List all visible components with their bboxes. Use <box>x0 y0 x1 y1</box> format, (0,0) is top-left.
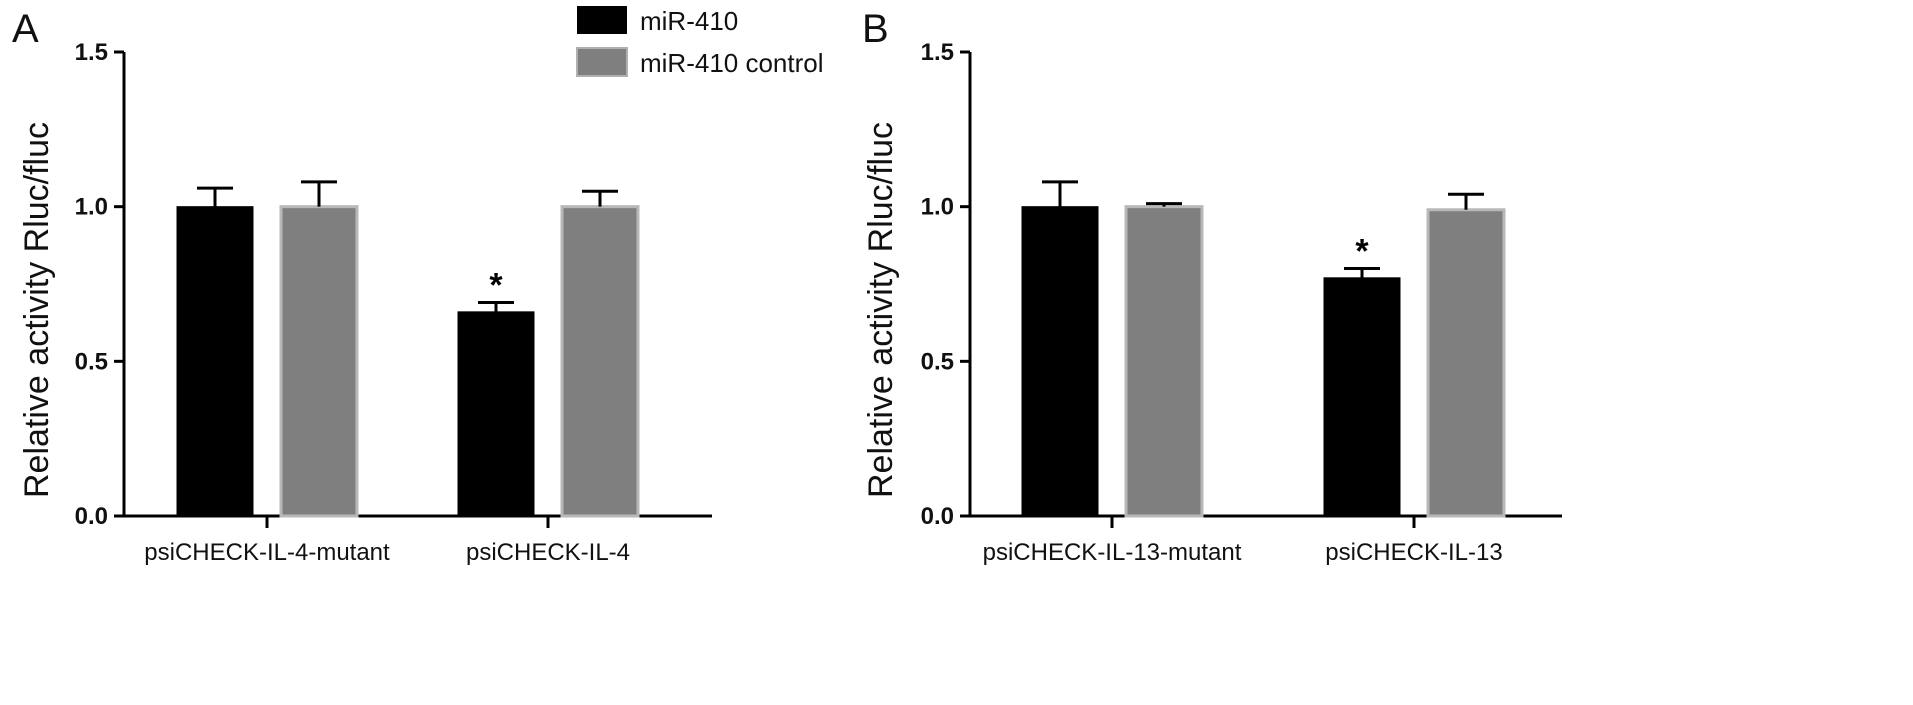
panel-letter-a: A <box>12 7 39 51</box>
chart-panel-b: Relative activity Rluc/fluc 0.0 0.5 1.0 1.5… <box>862 39 1562 566</box>
bar-mir-410-control <box>279 205 359 518</box>
y-axis-label: Relative activity Rluc/fluc <box>862 122 900 498</box>
y-tick-label: 1.0 <box>75 194 108 221</box>
y-tick-label: 1.0 <box>921 194 954 221</box>
significance-marker: * <box>1355 233 1369 271</box>
legend-label-mir-410-control: miR-410 control <box>640 48 824 78</box>
chart-panel-a: Relative activity Rluc/fluc 0.0 0.5 1.0 1.5… <box>18 39 712 566</box>
bar-mir-410-control <box>1124 205 1204 518</box>
x-tick-label: psiCHECK-IL-13-mutant <box>983 539 1242 566</box>
x-tick-label: psiCHECK-IL-13 <box>1325 539 1502 566</box>
y-tick-label: 1.5 <box>921 39 954 66</box>
bar-mir-410 <box>1323 277 1401 517</box>
panel-letter-b: B <box>862 7 889 51</box>
y-tick-label: 0.0 <box>921 503 954 530</box>
legend: miR-410 miR-410 control <box>576 6 824 78</box>
y-tick-label: 1.5 <box>75 39 108 66</box>
bar-mir-410 <box>457 311 535 517</box>
legend-swatch-mir-410 <box>577 6 627 34</box>
bar-mir-410 <box>1021 206 1099 517</box>
x-tick-label: psiCHECK-IL-4 <box>466 539 630 566</box>
y-tick-label: 0.0 <box>75 503 108 530</box>
y-tick-label: 0.5 <box>921 348 954 375</box>
legend-swatch-mir-410-control <box>576 47 628 77</box>
significance-marker: * <box>489 267 503 305</box>
legend-label-mir-410: miR-410 <box>640 6 738 36</box>
y-tick-label: 0.5 <box>75 348 108 375</box>
bar-mir-410 <box>176 206 254 517</box>
x-tick-label: psiCHECK-IL-4-mutant <box>144 539 390 566</box>
bar-mir-410-control <box>560 205 640 518</box>
bar-mir-410-control <box>1426 208 1506 518</box>
y-axis-label: Relative activity Rluc/fluc <box>18 122 56 498</box>
